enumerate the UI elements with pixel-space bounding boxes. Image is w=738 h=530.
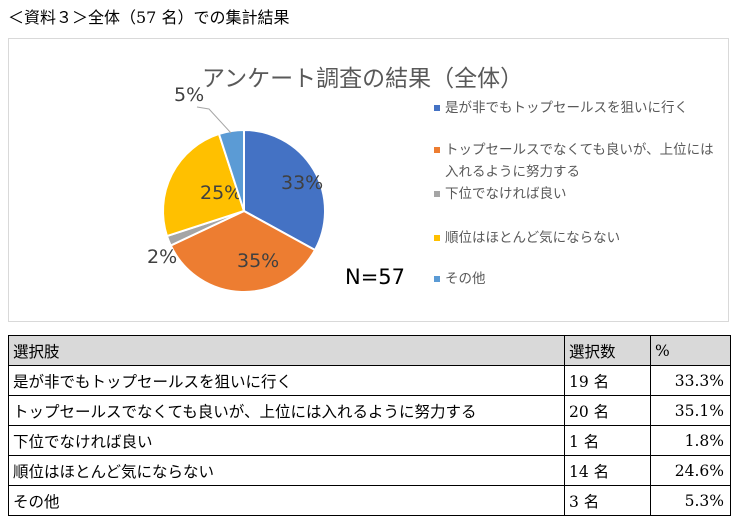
results-table: 選択肢 選択数 % 是が非でもトップセールスを狙いに行く 19 名 33.3% … <box>8 335 731 516</box>
column-header-choice: 選択肢 <box>8 335 565 366</box>
legend-label: 是が非でもトップセールスを狙いに行く <box>445 100 688 116</box>
legend-item: 順位はほとんど気にならない <box>434 227 724 249</box>
chart-legend: 是が非でもトップセールスを狙いに行くトップセールスでなくても良いが、上位には入れ… <box>434 39 726 321</box>
pie-slice-label: 5% <box>174 84 204 106</box>
count-cell: 3 名 <box>564 485 651 516</box>
legend-marker <box>434 105 440 111</box>
pie-slice <box>217 128 245 212</box>
pie-chart: 33% 35% 2% 25% 5% アンケート調査の結果（全体） N=57 是が非でもト… <box>8 38 729 322</box>
table-row: 順位はほとんど気にならない 14 名 24.6% <box>8 455 731 486</box>
sample-size-label: N=57 <box>345 265 406 289</box>
percent-cell: 24.6% <box>650 455 731 486</box>
leader-line <box>196 106 232 134</box>
count-cell: 20 名 <box>564 395 651 426</box>
chart-title: アンケート調査の結果（全体） <box>202 66 524 92</box>
column-header-percent: % <box>650 335 731 366</box>
legend-item: 下位でなければ良い <box>434 183 724 205</box>
percent-cell: 33.3% <box>650 365 731 396</box>
pie-slice <box>162 132 246 238</box>
legend-item: 是が非でもトップセールスを狙いに行く <box>434 97 724 119</box>
legend-marker <box>434 235 440 241</box>
table-row: 下位でなければ良い 1 名 1.8% <box>8 425 731 456</box>
legend-marker <box>434 147 440 153</box>
legend-marker <box>434 276 440 282</box>
percent-cell: 5.3% <box>650 485 731 516</box>
percent-cell: 1.8% <box>650 425 731 456</box>
legend-label: 順位はほとんど気にならない <box>445 230 621 246</box>
table-row: トップセールスでなくても良いが、上位には入れるように努力する 20 名 35.1… <box>8 395 731 426</box>
count-cell: 14 名 <box>564 455 651 486</box>
column-header-count: 選択数 <box>564 335 651 366</box>
legend-item: その他 <box>434 268 724 290</box>
legend-label: その他 <box>445 271 486 287</box>
choice-cell: 順位はほとんど気にならない <box>8 455 565 486</box>
legend-label: 下位でなければ良い <box>445 186 567 202</box>
choice-cell: 下位でなければ良い <box>8 425 565 456</box>
pie-chart-canvas: 33% 35% 2% 25% 5% <box>147 84 326 293</box>
pie-slice-label: 25% <box>200 182 242 204</box>
choice-cell: トップセールスでなくても良いが、上位には入れるように努力する <box>8 395 565 426</box>
count-cell: 1 名 <box>564 425 651 456</box>
pie-slice-label: 35% <box>237 250 279 272</box>
percent-cell: 35.1% <box>650 395 731 426</box>
legend-label: トップセールスでなくても良いが、上位には入れるように努力する <box>445 142 714 180</box>
pie-slice <box>169 209 317 293</box>
count-cell: 19 名 <box>564 365 651 396</box>
table-header-row: 選択肢 選択数 % <box>8 335 731 366</box>
table-row: その他 3 名 5.3% <box>8 485 731 516</box>
legend-marker <box>434 191 440 197</box>
choice-cell: 是が非でもトップセールスを狙いに行く <box>8 365 565 396</box>
pie-slice-label: 33% <box>281 172 323 194</box>
table-row: 是が非でもトップセールスを狙いに行く 19 名 33.3% <box>8 365 731 396</box>
page-caption: ＜資料３＞全体（57 名）での集計結果 <box>8 8 290 27</box>
pie-slice-label: 2% <box>147 246 177 268</box>
choice-cell: その他 <box>8 485 565 516</box>
pie-slice <box>243 128 326 252</box>
legend-item: トップセールスでなくても良いが、上位には入れるように努力する <box>434 139 724 183</box>
